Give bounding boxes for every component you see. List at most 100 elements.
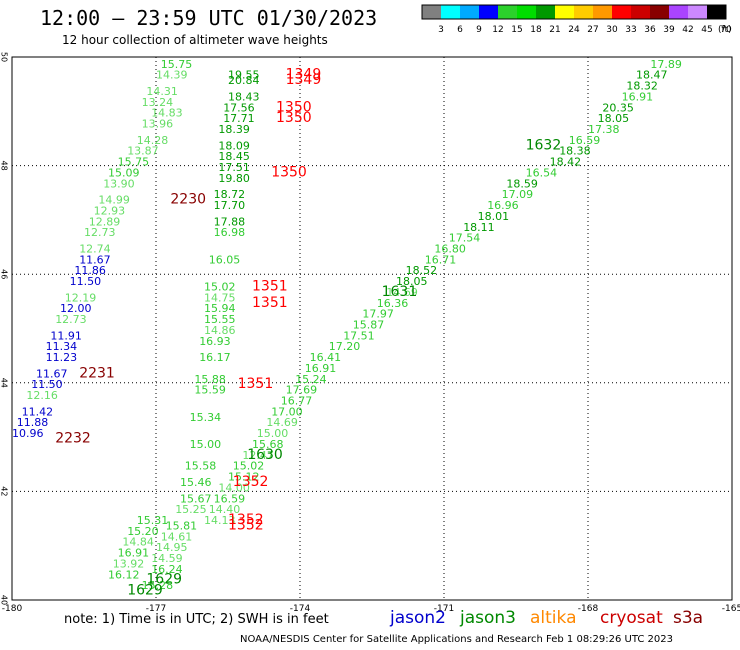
swh-value-label: 13.24 [142,96,174,109]
chart-title: 12:00 – 23:59 UTC 01/30/2023 [40,6,378,30]
x-tick-label: -168 [578,604,599,614]
swh-value-label: 19.80 [218,172,250,185]
colorbar-tick-label: 42 [682,25,693,35]
swh-value-label: 12.19 [65,291,97,304]
swh-value-label: 14.00 [218,481,250,494]
swh-value-label: 18.47 [636,69,668,82]
swh-value-label: 12.93 [94,204,126,217]
swh-value-label: 14.61 [161,530,193,543]
pass-time-label: 1631 [382,284,418,300]
swh-value-label: 14.69 [266,416,298,429]
swh-value-label: 14.59 [151,552,183,565]
x-tick-label: -177 [146,604,166,614]
swh-value-label: 12.00 [60,302,92,315]
colorbar-swatch [422,5,441,19]
swh-value-label: 18.43 [228,90,260,103]
swh-value-label: 11.50 [70,275,102,288]
swh-value-label: 16.93 [199,335,231,348]
swh-value-label: 18.39 [218,123,250,136]
colorbar-tick-label: 27 [587,25,598,35]
pass-time-label: 1629 [127,583,163,599]
swh-value-label: 15.02 [233,460,264,473]
colorbar-swatch [631,5,650,19]
swh-value-label: 18.59 [506,177,538,190]
colorbar-tick-label: 70 [720,25,732,35]
satellite-label-jason3: jason3 [460,608,516,628]
pass-time-label: 1349 [286,67,322,83]
swh-value-label: 14.83 [151,107,183,120]
swh-value-label: 11.23 [46,351,78,364]
swh-value-label: 15.25 [175,503,207,516]
swh-value-label: 16.12 [108,568,140,581]
colorbar-swatch [574,5,593,19]
swh-value-label: 17.09 [502,188,533,201]
colorbar-swatch [441,5,460,19]
swh-value-label: 16.05 [209,253,241,266]
satellite-label-jason2: jason2 [390,608,446,628]
swh-value-label: 16.96 [487,199,519,212]
swh-value-label: 15.34 [190,411,222,424]
swh-value-label: 16.24 [151,563,183,576]
swh-value-label: 18.45 [218,150,250,163]
colorbar-tick-label: 33 [625,25,636,35]
pass-time-label: 1352 [228,517,264,533]
y-tick-label: 46 [0,269,9,279]
swh-value-label: 11.67 [79,253,111,266]
swh-value-label: 15.00 [257,427,289,440]
swh-value-label: 11.34 [46,340,78,353]
pass-time-label: 2230 [170,192,206,208]
colorbar-frame [421,4,727,20]
swh-value-label: 16.36 [377,297,409,310]
swh-value-label: 16.54 [526,166,558,179]
swh-value-label: 18.05 [396,275,428,288]
colorbar-tick-label: 18 [530,25,542,35]
satellite-label-cryosat: cryosat [600,608,663,628]
swh-value-label: 15.09 [108,166,140,179]
colorbar-swatch [612,5,631,19]
swh-value-label: 16.91 [305,362,337,375]
x-tick-label: -165 [722,604,740,614]
swh-value-label: 15.94 [204,302,236,315]
x-tick-label: -174 [290,604,311,614]
swh-value-label: 18.01 [478,210,510,223]
pass-time-label: 1349 [286,72,322,88]
colorbar-tick-label: 6 [457,25,463,35]
colorbar-swatch [593,5,612,19]
swh-value-label: 13.87 [127,145,159,158]
swh-value-label: 17.38 [588,123,620,136]
colorbar-tick-label: 3 [438,25,444,35]
colorbar-swatch [707,5,726,19]
pass-time-label: 1629 [146,572,182,588]
colorbar-tick-label: 30 [606,25,618,35]
swh-value-label: 14.13 [204,514,236,527]
colorbar-tick-label: 45 [701,25,712,35]
colorbar-tick-label: 15 [511,25,522,35]
footer-note: note: 1) Time is in UTC; 2) SWH is in fe… [64,612,329,627]
swh-value-label: 18.32 [626,80,658,93]
swh-value-label: 18.05 [598,112,630,125]
colorbar-swatch [517,5,536,19]
swh-value-label: 20.35 [602,101,634,114]
colorbar-tick-label: 24 [568,25,580,35]
swh-value-label: 15.20 [127,525,159,538]
swh-value-label: 14.40 [209,503,241,516]
swh-value-label: 15.81 [166,519,198,532]
y-tick-label: 42 [0,486,9,496]
swh-value-label: 12.73 [55,313,86,326]
pass-time-label: 1350 [276,110,312,126]
swh-value-label: 16.98 [214,226,246,239]
swh-value-label: 12.73 [84,226,116,239]
swh-value-label: 15.55 [204,313,236,326]
swh-value-label: 12.47 [242,449,274,462]
swh-value-label: 17.54 [449,232,481,245]
swh-value-label: 16.91 [118,547,150,560]
y-tick-label: 48 [0,161,9,171]
swh-value-label: 14.31 [146,85,178,98]
swh-value-label: 14.28 [137,134,169,147]
y-tick-label: 40 [0,595,9,605]
swh-value-label: 16.91 [622,90,654,103]
swh-value-label: 15.02 [204,280,236,293]
swh-value-label: 17.69 [286,384,318,397]
swh-value-label: 15.12 [228,471,260,484]
